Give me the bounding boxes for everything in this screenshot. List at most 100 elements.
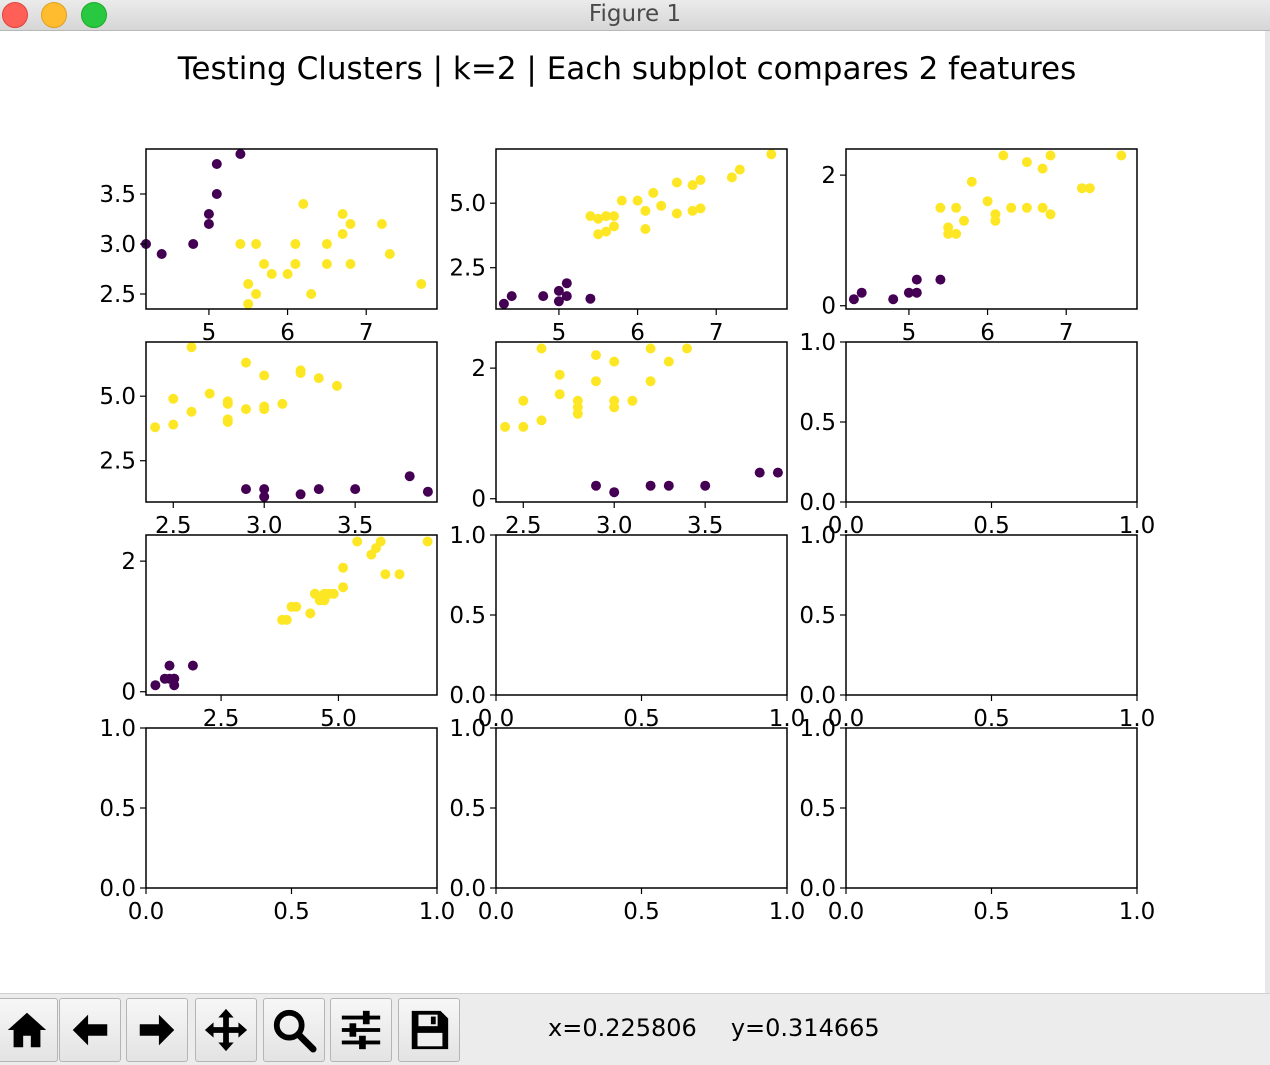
- scatter-point-c0: [498, 298, 509, 309]
- minimize-window-button[interactable]: [41, 2, 67, 28]
- scatter-point-c1: [150, 422, 161, 433]
- figure-suptitle: Testing Clusters | k=2 | Each subplot co…: [177, 51, 1077, 87]
- scatter-point-c1: [998, 150, 1009, 161]
- x-tick-label: 2.5: [155, 513, 192, 539]
- scatter-point-c1: [422, 536, 433, 547]
- subplot-3-1[interactable]: [140, 534, 438, 701]
- scatter-point-c1: [982, 196, 993, 207]
- axes-background: [846, 149, 1137, 309]
- subplot-1-3[interactable]: [840, 148, 1138, 315]
- scatter-point-c1: [572, 402, 583, 413]
- y-tick-label: 2: [121, 549, 136, 575]
- configure-subplots-button[interactable]: [330, 998, 392, 1062]
- scatter-point-c1: [518, 421, 529, 432]
- scatter-point-c1: [601, 226, 612, 237]
- subplot-1-2[interactable]: [490, 148, 788, 315]
- subplot-1-1[interactable]: [140, 148, 438, 315]
- scatter-point-c1: [345, 219, 356, 229]
- y-tick-label: 1.0: [799, 523, 836, 549]
- x-tick-label: 0.5: [623, 706, 660, 732]
- scatter-point-c1: [345, 259, 356, 269]
- scatter-point-c1: [282, 269, 293, 279]
- vertical-scrollbar[interactable]: [1265, 31, 1270, 993]
- y-tick-label: 1.0: [799, 330, 836, 356]
- scatter-point-c1: [966, 176, 977, 187]
- scatter-point-c1: [394, 569, 405, 580]
- window-title: Figure 1: [588, 1, 682, 27]
- scatter-point-c1: [500, 421, 511, 432]
- scatter-point-c1: [241, 404, 251, 415]
- scatter-point-c1: [259, 259, 269, 269]
- scatter-point-c1: [266, 269, 277, 279]
- scatter-point-c0: [609, 487, 620, 498]
- x-tick-label: 7: [359, 320, 374, 346]
- scatter-point-c1: [332, 380, 342, 391]
- scatter-point-c1: [313, 373, 324, 384]
- subplot-2-1[interactable]: [140, 341, 438, 508]
- forward-arrow-icon: [139, 1014, 175, 1046]
- scatter-point-c1: [671, 177, 682, 188]
- x-tick-label: 5: [902, 320, 917, 346]
- scatter-point-c1: [645, 376, 656, 387]
- y-tick-label: 1.0: [799, 716, 836, 742]
- save-button[interactable]: [398, 998, 460, 1062]
- scatter-point-c1: [337, 229, 348, 239]
- scatter-point-c1: [186, 406, 197, 417]
- pan-move-icon: [204, 1008, 248, 1052]
- scatter-point-c0: [700, 480, 711, 491]
- scatter-point-c0: [188, 239, 199, 249]
- subplot-2-3[interactable]: [840, 341, 1138, 508]
- x-tick-label: 7: [1059, 320, 1074, 346]
- scatter-point-c1: [1116, 150, 1127, 161]
- scatter-point-c1: [243, 279, 254, 289]
- x-tick-label: 6: [280, 320, 295, 346]
- scatter-point-c1: [609, 356, 620, 367]
- scatter-point-c1: [687, 180, 698, 191]
- x-tick-label: 0.0: [128, 899, 165, 925]
- scatter-point-c0: [754, 467, 765, 478]
- maximize-window-button[interactable]: [81, 2, 107, 28]
- subplot-4-1[interactable]: [140, 727, 438, 894]
- close-window-button[interactable]: [2, 2, 28, 28]
- x-tick-label: 3.0: [596, 513, 633, 539]
- subplot-3-3[interactable]: [840, 534, 1138, 701]
- pan-button[interactable]: [195, 998, 257, 1062]
- x-tick-label: 1.0: [769, 706, 806, 732]
- zoom-button[interactable]: [263, 998, 325, 1062]
- x-tick-label: 0.5: [973, 513, 1010, 539]
- scatter-point-c1: [305, 608, 316, 619]
- scatter-point-c1: [416, 279, 427, 289]
- scatter-point-c1: [645, 343, 656, 354]
- scatter-point-c1: [632, 195, 643, 206]
- scatter-point-c1: [616, 195, 627, 206]
- scatter-point-c1: [281, 614, 292, 625]
- home-button[interactable]: [0, 998, 58, 1062]
- scatter-point-c0: [235, 149, 246, 159]
- figure-canvas[interactable]: Testing Clusters | k=2 | Each subplot co…: [0, 31, 1265, 993]
- x-tick-label: 5: [552, 320, 567, 346]
- scatter-point-c0: [772, 467, 783, 478]
- x-tick-label: 1.0: [419, 899, 456, 925]
- subplot-4-2[interactable]: [490, 727, 788, 894]
- back-button[interactable]: [59, 998, 121, 1062]
- scatter-point-c1: [726, 172, 737, 183]
- scatter-point-c1: [290, 259, 301, 269]
- axes-frame: [145, 148, 438, 310]
- y-tick-label: 1.0: [99, 716, 136, 742]
- scatter-point-c1: [593, 229, 604, 240]
- forward-button[interactable]: [126, 998, 188, 1062]
- x-tick-label: 1.0: [1119, 706, 1156, 732]
- scatter-point-c1: [1045, 209, 1056, 220]
- x-tick-label: 5: [202, 320, 217, 346]
- subplot-2-2[interactable]: [490, 341, 788, 508]
- scatter-point-c0: [935, 274, 946, 285]
- y-tick-label: 0.0: [99, 876, 136, 902]
- home-icon: [7, 1012, 47, 1048]
- subplot-4-3[interactable]: [840, 727, 1138, 894]
- subplot-3-2[interactable]: [490, 534, 788, 701]
- scatter-point-c1: [235, 239, 246, 249]
- cursor-y-readout: y=0.314665: [730, 1014, 880, 1042]
- scatter-point-c1: [1021, 202, 1032, 213]
- y-tick-label: 0.0: [799, 490, 836, 516]
- scatter-point-c1: [935, 202, 946, 213]
